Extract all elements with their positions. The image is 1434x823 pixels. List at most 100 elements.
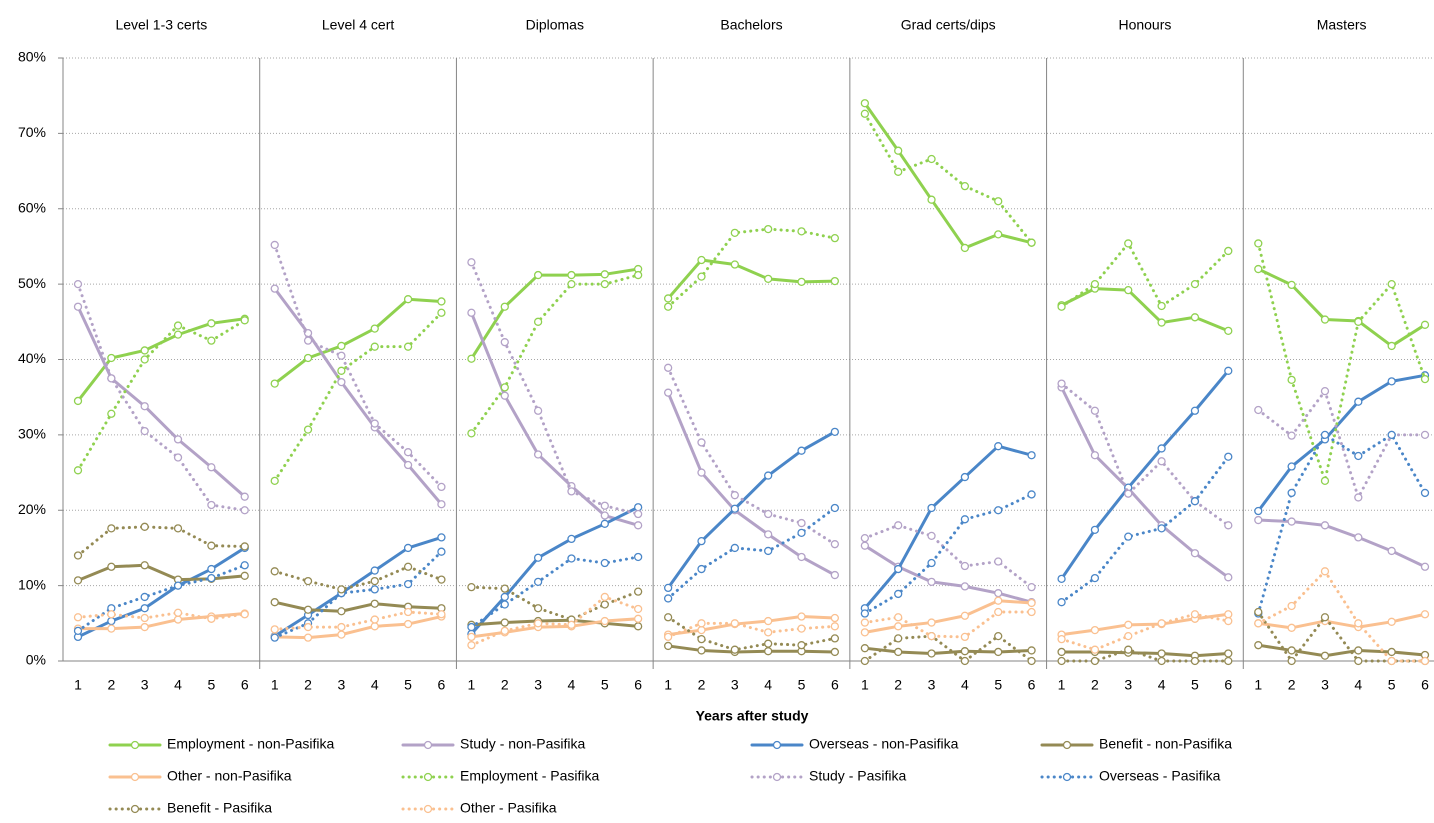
series-line	[666, 615, 837, 652]
series-marker	[1157, 457, 1166, 466]
series-marker	[173, 608, 183, 617]
series-marker	[1057, 634, 1066, 644]
series-marker	[1420, 430, 1430, 440]
series-marker	[1027, 238, 1036, 247]
series-line	[469, 311, 640, 527]
y-tick-label: 80%	[18, 49, 46, 65]
series-marker	[1027, 451, 1036, 460]
series-marker	[960, 632, 970, 642]
series-marker	[1190, 549, 1200, 558]
series-marker	[994, 607, 1003, 617]
series-marker	[1027, 490, 1036, 499]
series-marker	[663, 583, 673, 593]
series-line	[863, 523, 1034, 589]
series-line	[666, 644, 837, 654]
series-line	[863, 444, 1034, 610]
x-tick-label: 2	[1091, 677, 1099, 693]
series-marker	[1224, 573, 1233, 582]
series-marker	[764, 616, 773, 626]
series-marker	[1387, 617, 1396, 626]
series-marker	[994, 506, 1003, 515]
series-marker	[270, 284, 279, 293]
series-marker	[370, 566, 379, 575]
series-line	[1060, 382, 1230, 527]
y-tick-label: 10%	[18, 576, 46, 592]
x-tick-label: 6	[1028, 677, 1036, 693]
series-marker	[860, 618, 870, 627]
series-marker	[994, 197, 1003, 206]
series-marker	[1027, 582, 1036, 592]
series-marker	[797, 612, 806, 621]
series-marker	[830, 427, 840, 437]
series-line	[1256, 569, 1427, 663]
series-marker	[1157, 656, 1166, 666]
series-marker	[1254, 506, 1263, 516]
series-marker	[1027, 656, 1036, 666]
series-marker	[73, 576, 83, 585]
series-marker	[370, 324, 379, 333]
series-marker	[730, 543, 739, 553]
series-marker	[437, 500, 446, 509]
series-marker	[1190, 656, 1200, 666]
series-marker	[303, 605, 313, 614]
series-marker	[994, 631, 1003, 641]
series-line	[1060, 241, 1230, 309]
series-marker	[337, 366, 346, 375]
series-marker	[830, 622, 840, 631]
series-line	[666, 615, 837, 637]
legend-marker	[423, 740, 433, 750]
series-marker	[140, 561, 149, 570]
legend-label: Study - Pasifika	[809, 768, 906, 784]
series-marker	[697, 537, 706, 546]
series-marker	[860, 656, 870, 666]
series-marker	[1387, 341, 1396, 351]
series-marker	[633, 521, 643, 530]
series-marker	[403, 562, 413, 571]
series-marker	[1287, 488, 1296, 498]
series-marker	[303, 622, 313, 632]
x-tick-label: 1	[468, 677, 476, 693]
series-marker	[337, 585, 346, 594]
series-marker	[633, 552, 643, 562]
series-marker	[467, 622, 476, 632]
series-line	[1256, 643, 1427, 658]
series-marker	[960, 611, 970, 620]
legend-label: Other - non-Pasifika	[167, 768, 292, 784]
series-line	[1256, 267, 1427, 348]
legend-marker	[130, 804, 140, 814]
series-marker	[1387, 279, 1396, 289]
series-marker	[600, 616, 609, 626]
series-marker	[1190, 497, 1200, 506]
series-marker	[403, 607, 413, 617]
series-marker	[1354, 451, 1363, 461]
series-marker	[960, 656, 970, 666]
y-tick-label: 60%	[18, 199, 46, 215]
series-marker	[500, 338, 509, 347]
series-line	[273, 297, 443, 386]
x-tick-label: 3	[928, 677, 936, 693]
series-marker	[240, 571, 249, 580]
series-marker	[1287, 280, 1296, 290]
series-marker	[173, 581, 183, 590]
x-tick-label: 5	[1191, 677, 1199, 693]
series-marker	[73, 302, 83, 311]
series-marker	[927, 558, 936, 568]
series-marker	[633, 587, 643, 596]
series-marker	[1254, 515, 1263, 525]
series-line	[273, 610, 443, 631]
series-marker	[500, 618, 509, 627]
series-marker	[1157, 301, 1166, 311]
series-marker	[797, 624, 806, 633]
series-marker	[927, 577, 936, 587]
series-line	[1060, 612, 1230, 637]
series-marker	[830, 233, 840, 243]
series-marker	[1224, 649, 1233, 658]
series-line	[469, 273, 640, 435]
series-marker	[437, 482, 446, 492]
series-marker	[303, 576, 313, 586]
series-line	[76, 305, 247, 499]
series-marker	[1090, 525, 1100, 534]
legend-label: Overseas - non-Pasifika	[809, 736, 959, 752]
series-marker	[697, 625, 706, 635]
series-marker	[140, 613, 149, 623]
